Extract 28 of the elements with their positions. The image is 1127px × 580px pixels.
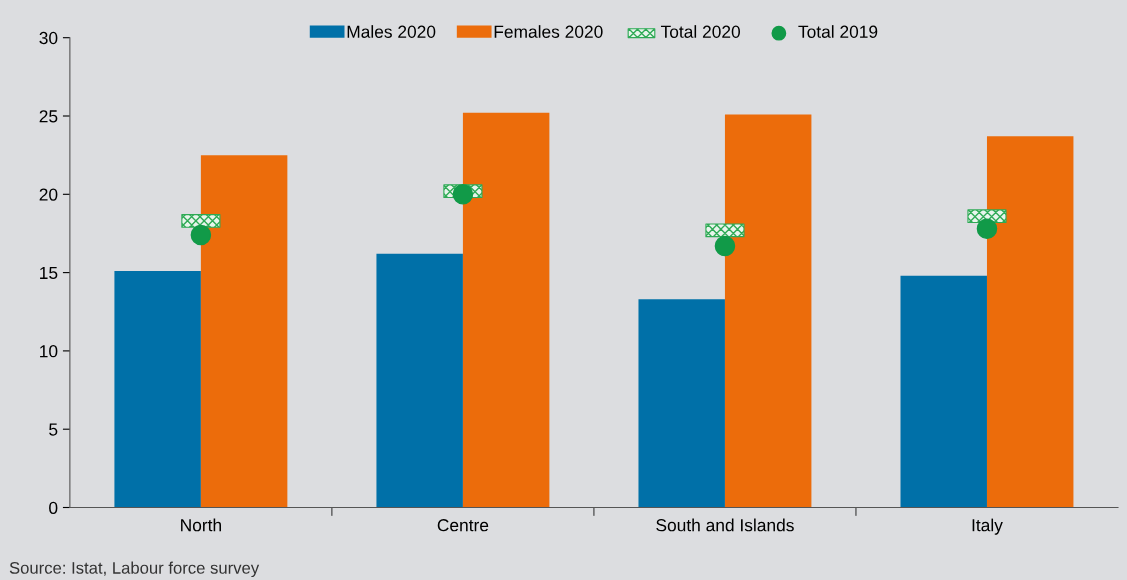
bar [114, 271, 201, 508]
y-tick-label: 15 [40, 266, 58, 280]
point [190, 224, 212, 246]
legend-label: Total 2020 [660, 25, 741, 38]
y-tick-label: 10 [40, 345, 58, 358]
x-tick-label: South and Islands [656, 518, 794, 532]
legend-label: Females 2020 [494, 25, 603, 38]
legend-label: Males 2020 [347, 25, 436, 38]
point [452, 184, 474, 205]
x-tick-label: North [181, 518, 221, 532]
y-tick-label: 20 [39, 188, 58, 201]
point [976, 218, 998, 240]
x-tick-label: Italy [972, 518, 1003, 535]
bar [200, 155, 288, 508]
legend-label: Total 2019 [798, 25, 878, 38]
source-note: Source: Istat, Labour force survey [9, 561, 260, 578]
y-tick-label: 5 [49, 423, 58, 436]
bar [376, 253, 463, 508]
bar [986, 136, 1074, 508]
x-tick-label: Centre [437, 519, 489, 532]
y-tick-label: 30 [39, 31, 58, 45]
bar [900, 275, 987, 508]
y-tick-label: 0 [49, 501, 58, 514]
y-tick-label: 25 [39, 110, 58, 123]
bar [724, 114, 812, 508]
bar [462, 112, 550, 508]
bar [638, 299, 725, 508]
point [714, 235, 736, 257]
